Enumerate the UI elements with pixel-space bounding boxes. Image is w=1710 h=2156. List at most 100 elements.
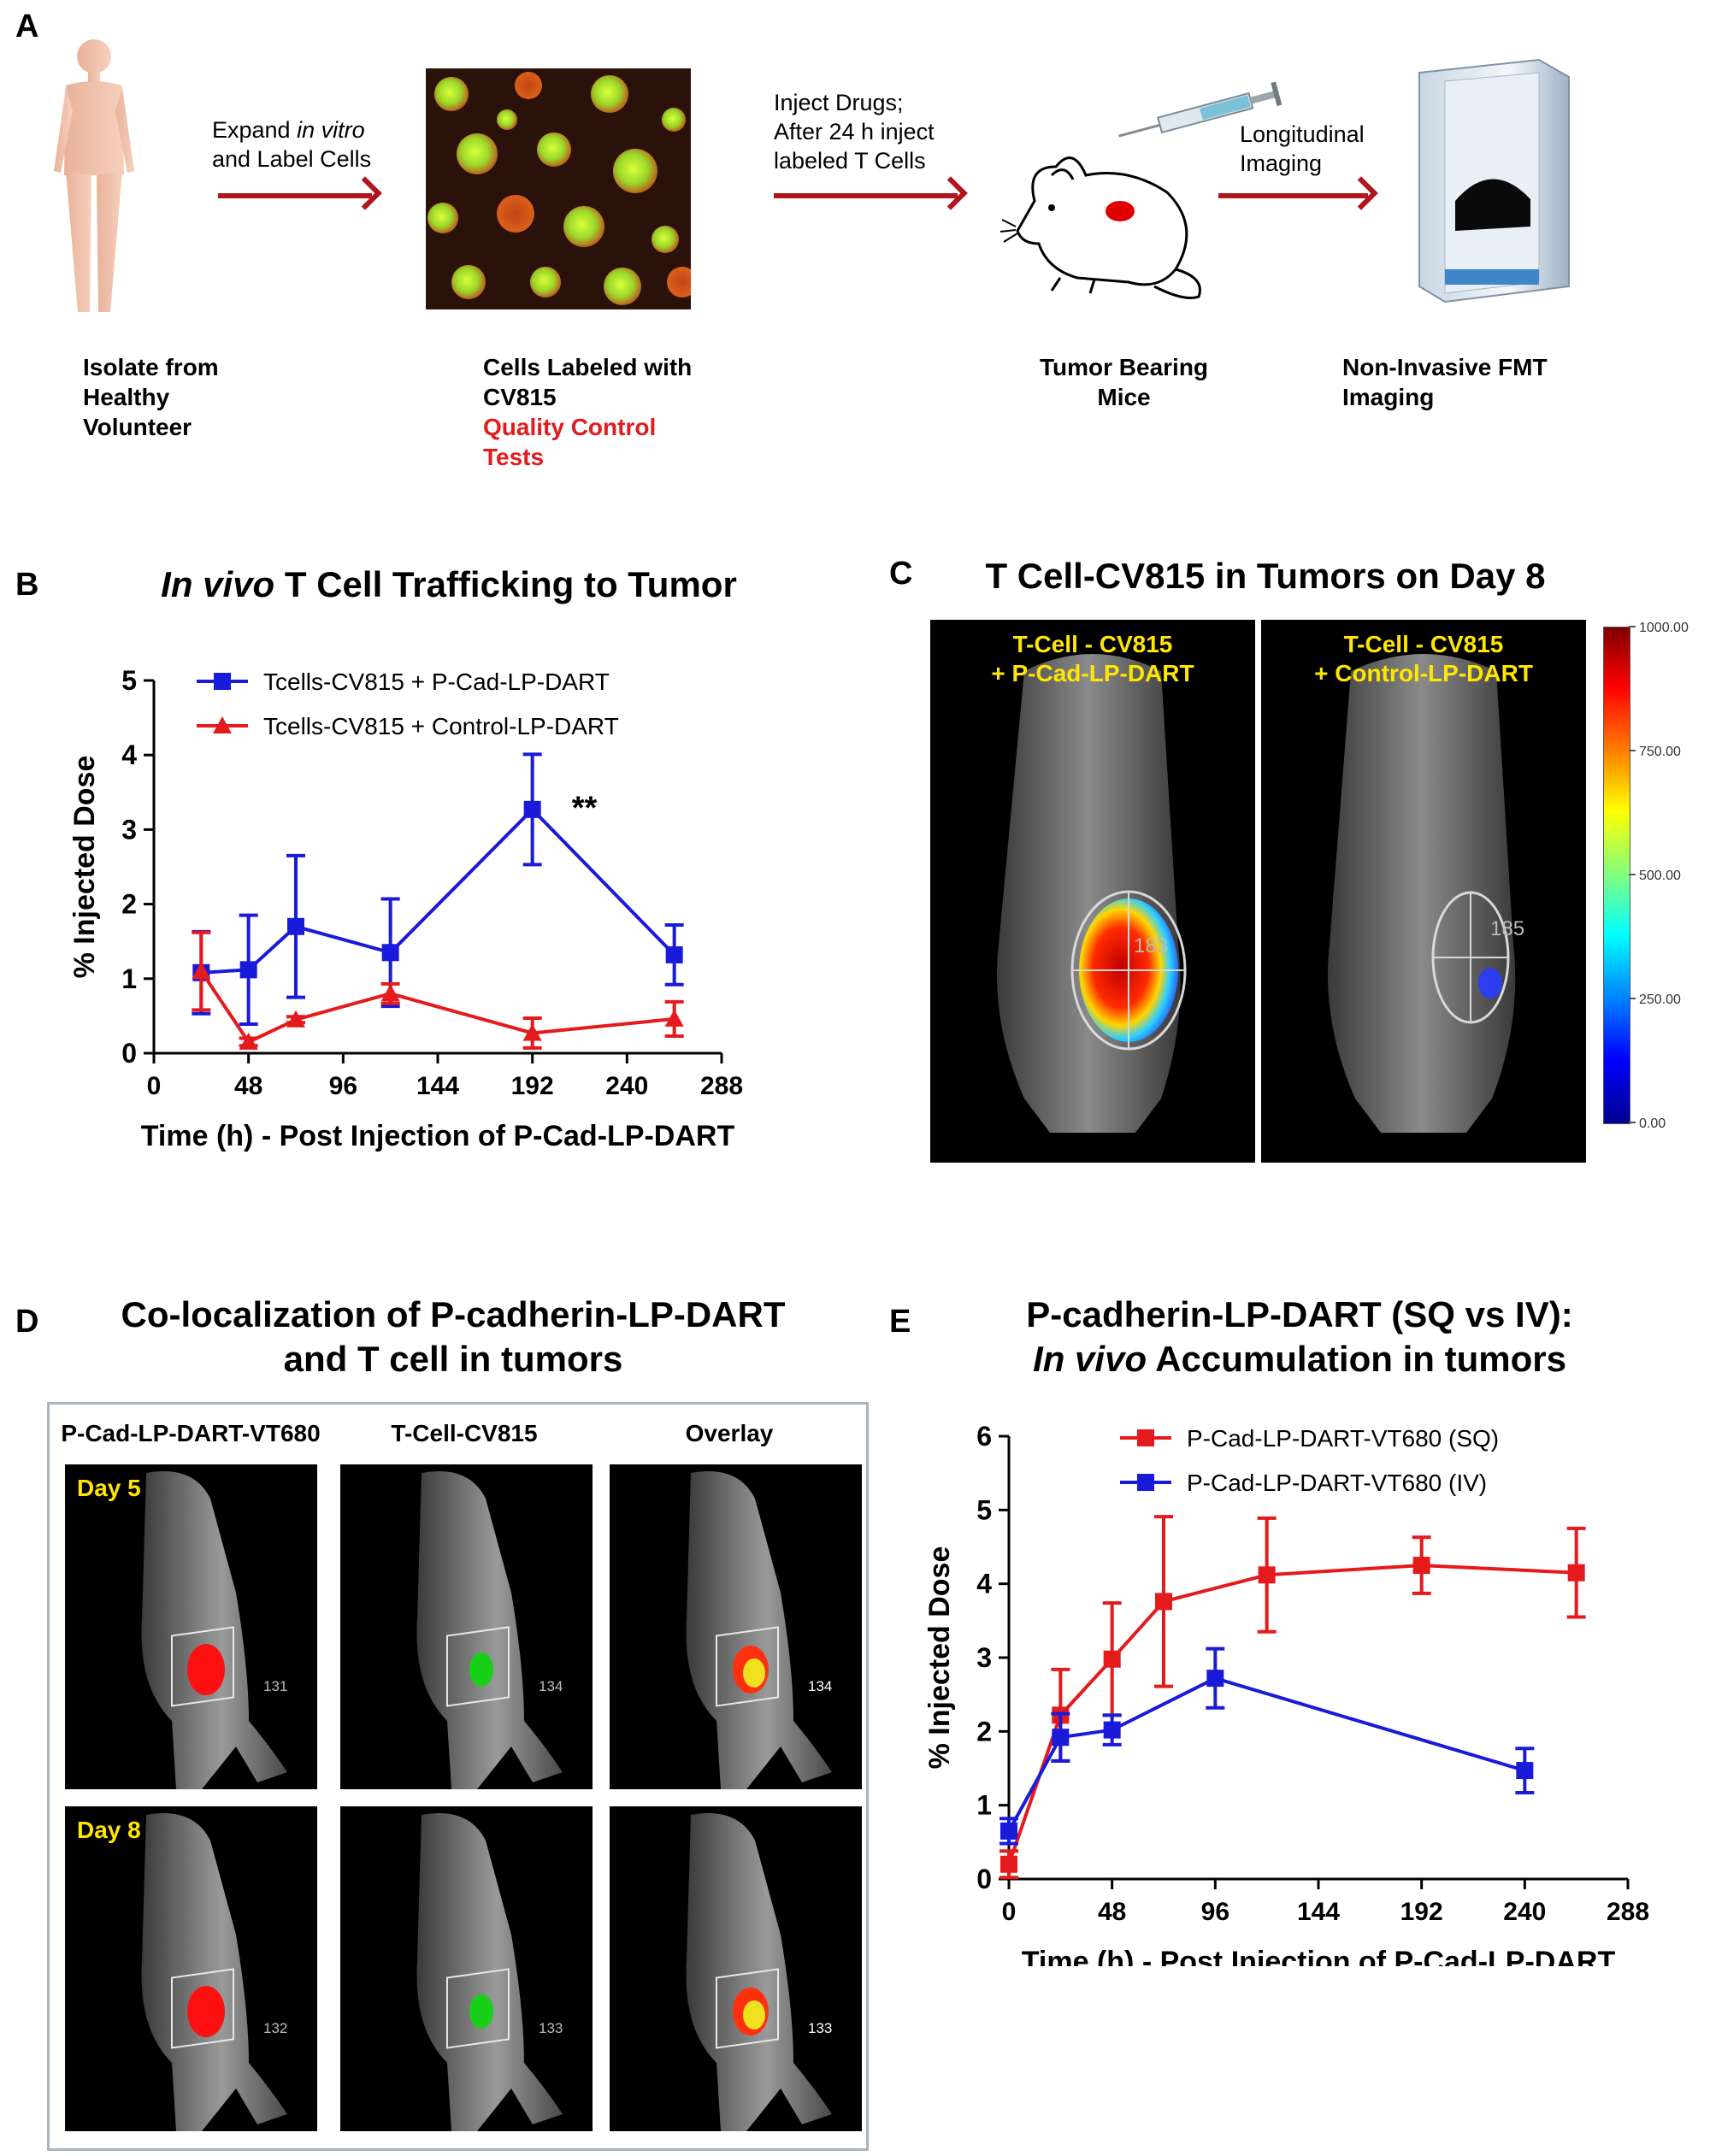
- legend-label: Tcells-CV815 + Control-LP-DART: [263, 713, 619, 739]
- cell-mark: [604, 268, 641, 305]
- cell-mark: [428, 203, 458, 233]
- roi-number: 131: [263, 1678, 288, 1694]
- data-point: [1567, 1564, 1585, 1582]
- fmt-image-tile: Day 8 132: [65, 1806, 317, 2131]
- y-axis-label: % Injected Dose: [923, 1546, 956, 1770]
- cell-mark: [434, 77, 469, 111]
- roi-number: 133: [539, 2020, 563, 2036]
- x-tick-label: 240: [1503, 1898, 1546, 1926]
- image-tcell-control: T-Cell - CV815 + Control-LP-DART 185: [1261, 620, 1586, 1163]
- data-point: [523, 800, 541, 818]
- data-point: [1258, 1566, 1276, 1584]
- x-tick-label: 192: [511, 1072, 554, 1100]
- cell-mark: [591, 75, 628, 113]
- overlay-yellow-signal: [743, 1658, 765, 1688]
- cell-mark: [537, 133, 571, 167]
- panel-b-title: In vivo T Cell Trafficking to Tumor: [161, 564, 737, 604]
- x-tick-label: 144: [416, 1072, 459, 1100]
- legend-marker: [1137, 1429, 1154, 1446]
- step-imaging-text: Longitudinal Imaging: [1240, 121, 1365, 176]
- fmt-image-tile: 133: [340, 1806, 593, 2131]
- y-tick-label: 4: [976, 1569, 992, 1599]
- cell-mark: [667, 267, 691, 297]
- y-tick-label: 2: [121, 889, 137, 920]
- roi-number: 132: [263, 2020, 288, 2036]
- signal-blob: [187, 1644, 225, 1695]
- panel-d-frame: P-Cad-LP-DART-VT680 T-Cell-CV815 Overlay…: [47, 1402, 869, 2151]
- series-line: [1007, 1564, 1577, 1865]
- y-tick-label: 0: [121, 1038, 137, 1069]
- x-tick-label: 144: [1297, 1898, 1340, 1926]
- image-tcell-pcad: T-Cell - CV815 + P-Cad-LP-DART 183: [930, 620, 1255, 1163]
- mouse-body-render: [416, 1471, 563, 1789]
- panel-d-label: D: [15, 1304, 39, 1340]
- colorbar-ticks: 1000.00 750.00 500.00 250.00 0.00: [1629, 621, 1689, 1131]
- x-tick-label: 96: [329, 1072, 357, 1100]
- caption-isolate: Isolate from Healthy Volunteer: [83, 354, 219, 440]
- cell-mark: [515, 72, 542, 99]
- data-point: [287, 917, 304, 935]
- signal-blob: [469, 1652, 493, 1687]
- roi-box: [716, 1626, 779, 1707]
- series-line: [201, 807, 676, 975]
- data-point: [239, 961, 257, 979]
- mouse-body-render: [416, 1813, 563, 2131]
- panel-a-label: A: [15, 9, 39, 44]
- y-tick-label: 0: [976, 1864, 992, 1894]
- caption-labeled: Cells Labeled with CV815 Quality Control…: [483, 354, 693, 470]
- data-point: [381, 944, 399, 962]
- y-tick-label: 3: [121, 814, 137, 845]
- data-point: [1103, 1650, 1121, 1668]
- syringe-icon: [1117, 81, 1282, 138]
- image-right-label: T-Cell - CV815 + Control-LP-DART: [1314, 631, 1533, 686]
- legend-label: Tcells-CV815 + P-Cad-LP-DART: [263, 669, 610, 695]
- significance-marker: **: [572, 790, 598, 826]
- roi-number: 133: [808, 2020, 833, 2036]
- data-point: [664, 1009, 684, 1027]
- signal-blob: [187, 1986, 225, 2037]
- chart-b: 0 1 2 3 4 5 0 48 96 144 192 240 288 Time (h) - Post I…: [68, 665, 743, 1152]
- data-point: [1103, 1721, 1121, 1739]
- y-tick-label: 1: [976, 1790, 992, 1821]
- roi-box: [716, 1968, 779, 2049]
- day-label: Day 8: [77, 1817, 141, 1843]
- data-point: [1412, 1557, 1430, 1575]
- y-axis-label: % Injected Dose: [68, 756, 101, 979]
- image-left-label: T-Cell - CV815 + P-Cad-LP-DART: [991, 631, 1194, 686]
- labeled-cells-microscopy-image: [426, 68, 691, 309]
- data-point: [239, 1032, 258, 1050]
- cell-mark: [451, 265, 486, 299]
- colorbar-tick-label: 0.00: [1639, 1116, 1666, 1131]
- panel-e-label: E: [889, 1304, 911, 1340]
- y-tick-label: 5: [121, 665, 137, 696]
- cell-mark: [662, 108, 686, 132]
- column-header: T-Cell-CV815: [391, 1420, 538, 1446]
- series-line: [1007, 1676, 1525, 1832]
- x-tick-label: 48: [1098, 1898, 1126, 1926]
- x-tick-label: 0: [1002, 1898, 1017, 1926]
- y-tick-label: 1: [121, 963, 137, 994]
- cell-mark: [563, 206, 604, 247]
- data-point: [665, 945, 683, 963]
- roi-number: 134: [808, 1678, 833, 1694]
- data-point: [1206, 1670, 1224, 1688]
- day-label: Day 5: [77, 1475, 141, 1501]
- mouse-body-render: [141, 1813, 287, 2131]
- mouse-body-render: [141, 1471, 287, 1789]
- data-point: [522, 1023, 542, 1041]
- panel-b-label: B: [15, 567, 39, 603]
- legend-marker: [214, 673, 231, 690]
- colorbar-tick-label: 500.00: [1639, 869, 1681, 883]
- data-point: [1516, 1762, 1534, 1780]
- data-point: [1052, 1729, 1070, 1747]
- step-expand-text: Expand in vitro and Label Cells: [212, 117, 372, 172]
- arrow-imaging: [1218, 193, 1368, 198]
- cell-mark: [652, 226, 679, 253]
- panel-e-title: P-cadherin-LP-DART (SQ vs IV): In vivo A…: [1026, 1294, 1573, 1379]
- caption-fmt: Non-Invasive FMT Imaging: [1342, 354, 1548, 410]
- data-point: [380, 984, 400, 1002]
- mouse-body-render: [686, 1813, 832, 2131]
- roi-number: 134: [539, 1678, 563, 1694]
- arrow-inject: [774, 193, 958, 198]
- y-tick-label: 4: [121, 739, 137, 770]
